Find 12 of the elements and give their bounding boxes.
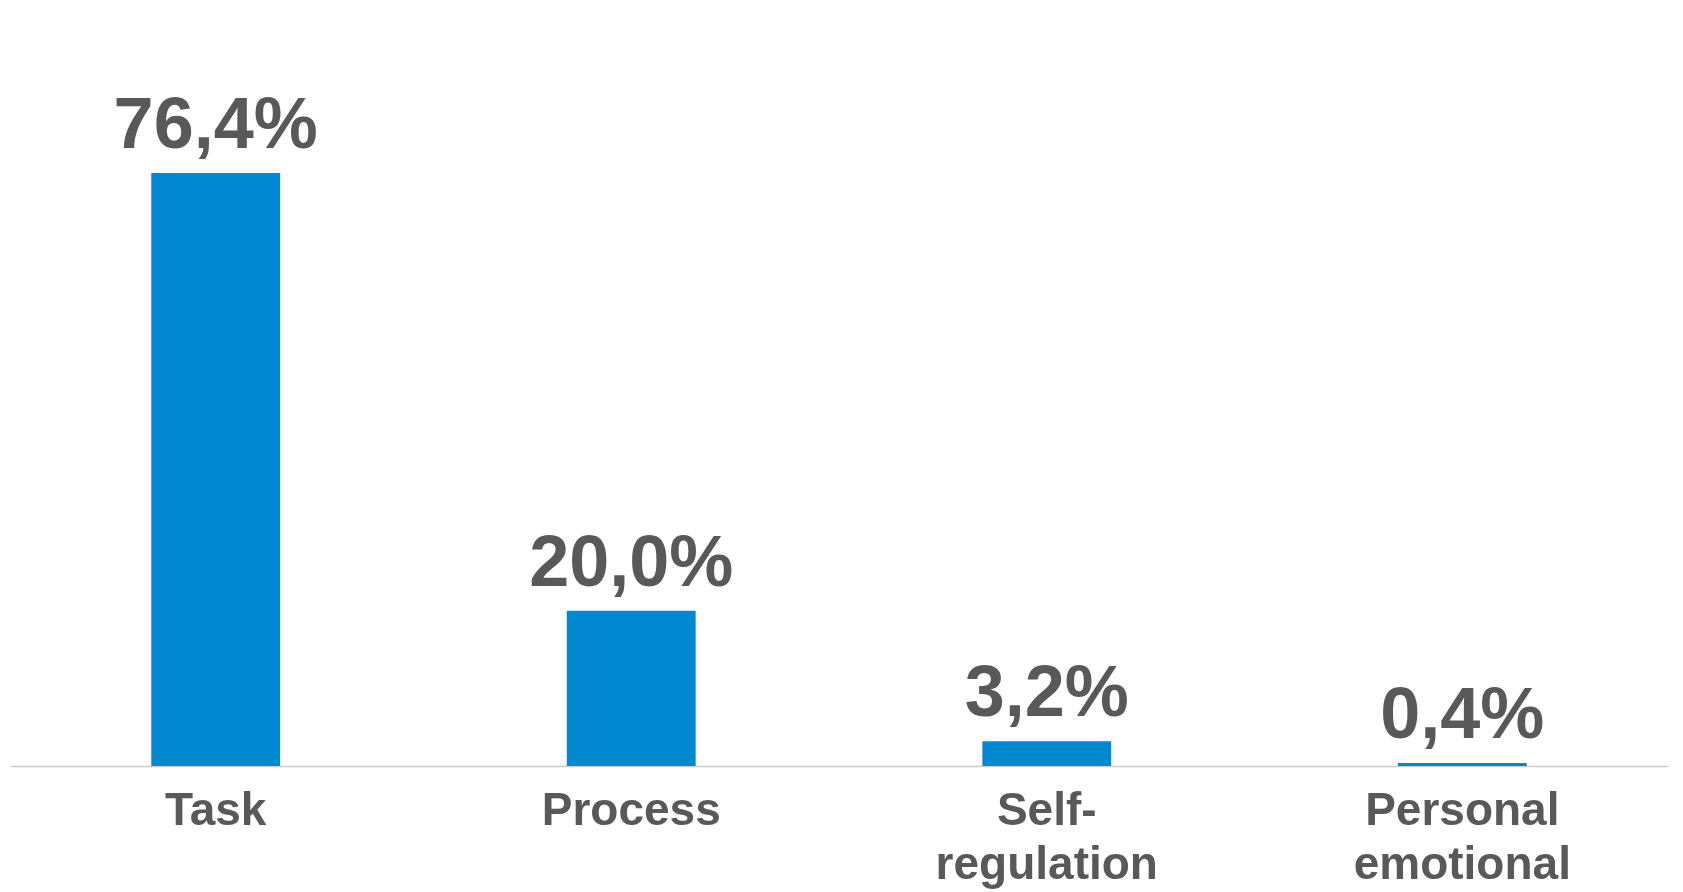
bar bbox=[982, 741, 1112, 766]
data-label: 0,4% bbox=[1380, 672, 1545, 753]
x-tick-label: Self-regulation bbox=[935, 782, 1158, 889]
bar bbox=[151, 173, 281, 766]
data-label: 20,0% bbox=[529, 520, 734, 601]
x-tick-label: Process bbox=[541, 782, 721, 835]
x-tick-label: Personal emotional bbox=[1353, 782, 1571, 889]
bar bbox=[566, 610, 696, 766]
x-tick-label: Task bbox=[164, 782, 267, 835]
bar bbox=[1397, 762, 1527, 766]
data-label: 76,4% bbox=[113, 83, 318, 163]
data-label: 3,2% bbox=[964, 651, 1129, 732]
